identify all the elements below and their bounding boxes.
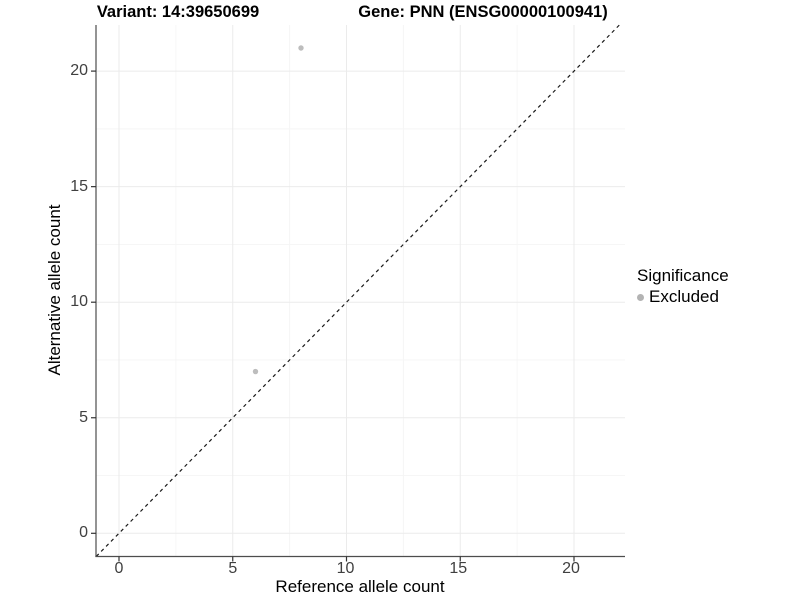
plot-title-variant: Variant: 14:39650699 (96, 3, 260, 21)
y-tick-label-0: 0 (79, 524, 88, 542)
data-point (298, 45, 304, 51)
legend-item-label: Excluded (649, 287, 719, 306)
x-tick-label-5: 5 (228, 560, 238, 577)
legend: Significance Excluded (637, 266, 729, 307)
x-axis-title: Reference allele count (275, 577, 445, 596)
x-tick-label-15: 15 (449, 560, 468, 577)
y-tick-label-20: 20 (70, 62, 88, 79)
legend-title: Significance (637, 266, 729, 285)
x-tick-label-10: 10 (336, 560, 355, 577)
y-tick-label-15: 15 (70, 177, 88, 195)
x-tick-label-20: 20 (562, 560, 580, 577)
x-tick-label-0: 0 (114, 560, 124, 577)
excluded-point-icon (637, 293, 644, 301)
y-tick-label-5: 5 (79, 408, 88, 426)
y-axis-title: Alternative allele count (45, 204, 64, 376)
plot-title-gene: Gene: PNN (ENSG00000100941) (358, 3, 608, 21)
data-point (252, 368, 259, 375)
y-tick-label-10: 10 (70, 293, 88, 311)
legend-item-excluded: Excluded (637, 287, 729, 307)
